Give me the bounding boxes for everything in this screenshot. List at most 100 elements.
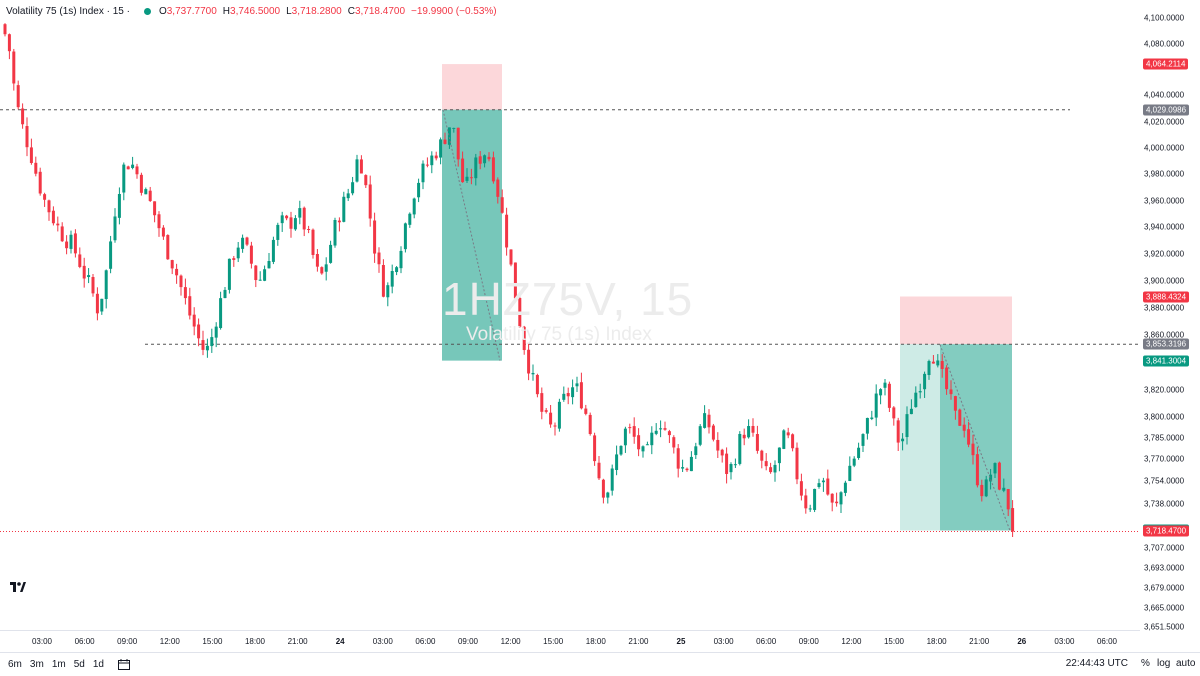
candle: [861, 434, 865, 446]
candle: [311, 229, 315, 255]
candle: [25, 126, 29, 148]
price-tick: 3,960.0000: [1144, 196, 1185, 206]
candle: [276, 224, 280, 240]
log-scale-button[interactable]: log: [1157, 658, 1171, 669]
price-tick: 3,707.0000: [1144, 543, 1185, 553]
high-key: H: [222, 5, 231, 17]
time-tick: 21:00: [287, 637, 308, 646]
legend-bar: Volatility 75 (1s) Index · 15 · O 3,737.…: [6, 3, 503, 19]
price-tick: 3,665.0000: [1144, 603, 1185, 613]
time-tick: 06:00: [756, 637, 777, 646]
price-tick: 3,679.0000: [1144, 583, 1185, 593]
candle: [359, 159, 363, 174]
candle: [786, 432, 790, 436]
candle: [421, 163, 425, 183]
time-tick: 24: [335, 637, 345, 646]
candle: [117, 193, 121, 218]
candle: [241, 237, 245, 249]
time-tick: 12:00: [159, 637, 180, 646]
symbol-title[interactable]: Volatility 75 (1s) Index · 15 ·: [6, 5, 130, 17]
range-5d-button[interactable]: 5d: [73, 659, 85, 670]
short-position-stop-zone[interactable]: [442, 64, 502, 110]
candle: [245, 237, 249, 245]
chart-canvas[interactable]: [0, 0, 1140, 630]
price-label[interactable]: 3,718.4700: [1143, 525, 1190, 537]
price-label[interactable]: 3,853.3196: [1143, 338, 1190, 350]
candle: [645, 444, 649, 446]
candle: [927, 361, 931, 376]
candle: [641, 446, 645, 452]
candle: [923, 373, 927, 390]
candle: [725, 453, 729, 474]
range-1d-button[interactable]: 1d: [92, 659, 104, 670]
price-tick: 4,000.0000: [1144, 143, 1185, 153]
candle: [100, 298, 104, 312]
candle: [157, 214, 161, 229]
price-tick: 3,980.0000: [1144, 169, 1185, 179]
candle: [707, 414, 711, 428]
short-position-2-stop-zone[interactable]: [900, 296, 1012, 345]
open-key: O: [158, 5, 167, 17]
tradingview-logo-icon[interactable]: [10, 582, 26, 592]
candle: [610, 468, 614, 491]
candle: [905, 414, 909, 438]
candle: [500, 197, 504, 213]
candle: [109, 241, 113, 269]
chart-pane[interactable]: 1HZ75V, 15 Volatility 75 (1s) Index Vola…: [0, 0, 1140, 630]
candle: [654, 430, 658, 434]
time-axis[interactable]: 03:00 06:00 09:00 12:00 15:00 18:00 21:00 24 03:…: [0, 630, 1140, 653]
candle: [126, 166, 130, 170]
candle: [747, 426, 751, 438]
range-1m-button[interactable]: 1m: [51, 659, 66, 670]
candle: [82, 265, 86, 279]
candle: [183, 287, 187, 299]
time-tick: 09:00: [457, 637, 479, 646]
time-tick: 15:00: [543, 637, 564, 646]
time-tick: 25: [676, 637, 686, 646]
price-axis[interactable]: 4,100.0000 4,080.0000 4,040.0000 4,020.0000…: [1140, 0, 1200, 632]
low-key: L: [286, 5, 292, 17]
candle: [21, 108, 25, 125]
candle: [777, 447, 781, 464]
price-tick: 3,770.0000: [1144, 454, 1185, 464]
candle: [729, 464, 733, 473]
price-label[interactable]: 3,888.4324: [1143, 291, 1190, 302]
candle: [395, 267, 399, 273]
candle: [615, 454, 619, 470]
candle: [945, 367, 949, 390]
auto-scale-button[interactable]: auto: [1176, 658, 1196, 669]
candle: [791, 434, 795, 449]
candle: [940, 361, 944, 369]
candle: [355, 159, 359, 182]
candle: [496, 179, 500, 197]
utc-clock[interactable]: 22:44:43 UTC: [1065, 658, 1128, 669]
candle: [584, 408, 588, 414]
range-6m-button[interactable]: 6m: [8, 659, 22, 670]
candle: [73, 233, 77, 254]
candle: [377, 252, 381, 265]
calendar-range-icon[interactable]: [117, 659, 130, 670]
price-label[interactable]: 3,841.3004: [1143, 355, 1190, 367]
candle: [478, 156, 482, 164]
candle: [12, 51, 16, 84]
price-label[interactable]: 4,064.2114: [1143, 58, 1189, 70]
candle: [390, 271, 394, 287]
range-3m-button[interactable]: 3m: [29, 659, 44, 670]
candle: [456, 127, 460, 160]
candle: [329, 244, 333, 263]
candle: [989, 474, 993, 482]
short-position-2-target-zone-light[interactable]: [900, 344, 940, 531]
candle: [659, 428, 663, 430]
short-position-target-zone[interactable]: [442, 109, 502, 361]
candle: [16, 85, 20, 108]
candle: [751, 425, 755, 433]
candle: [909, 408, 913, 415]
price-tick: 3,860.0000: [1144, 330, 1185, 340]
candle: [782, 430, 786, 449]
candle: [694, 446, 698, 456]
candle: [403, 223, 407, 250]
candle: [342, 196, 346, 222]
price-label[interactable]: 4,029.0986: [1143, 104, 1190, 116]
percent-scale-button[interactable]: %: [1141, 658, 1150, 669]
time-tick: 18:00: [926, 637, 947, 646]
